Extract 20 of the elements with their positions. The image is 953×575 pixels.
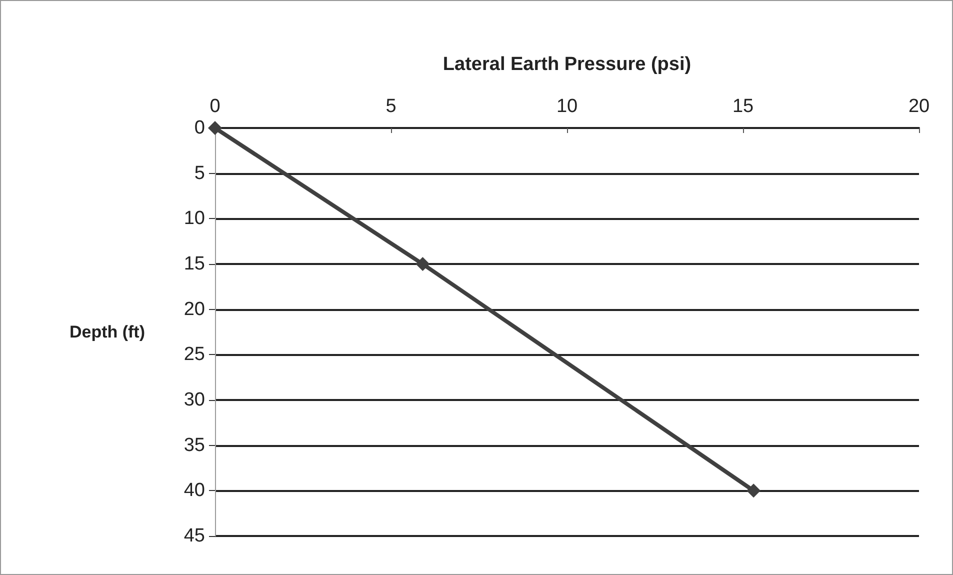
point: [208, 121, 222, 135]
y-tick-label: 10: [184, 208, 205, 230]
y-tick-label: 45: [184, 526, 205, 546]
x-tick-label: 5: [386, 96, 396, 117]
y-tick-label: 15: [184, 254, 205, 274]
y-tick-label: 5: [194, 162, 205, 184]
y-tick-label: 40: [184, 480, 205, 502]
x-tick-label: 10: [556, 96, 578, 117]
x-axis-title: Lateral Earth Pressure (psi): [442, 54, 692, 75]
y-tick-label: 0: [194, 118, 205, 138]
y-tick-label: 20: [184, 298, 205, 320]
x-tick-label: 15: [732, 96, 754, 117]
y-tick-label: 25: [184, 344, 205, 366]
point: [416, 257, 430, 271]
x-tick-label: 0: [210, 96, 220, 117]
y-axis-title: Depth (ft): [69, 322, 145, 342]
point: [746, 484, 761, 498]
x-tick-label: 20: [908, 96, 930, 117]
y-tick-label: 30: [184, 390, 205, 410]
y-tick-label: 35: [184, 434, 205, 456]
